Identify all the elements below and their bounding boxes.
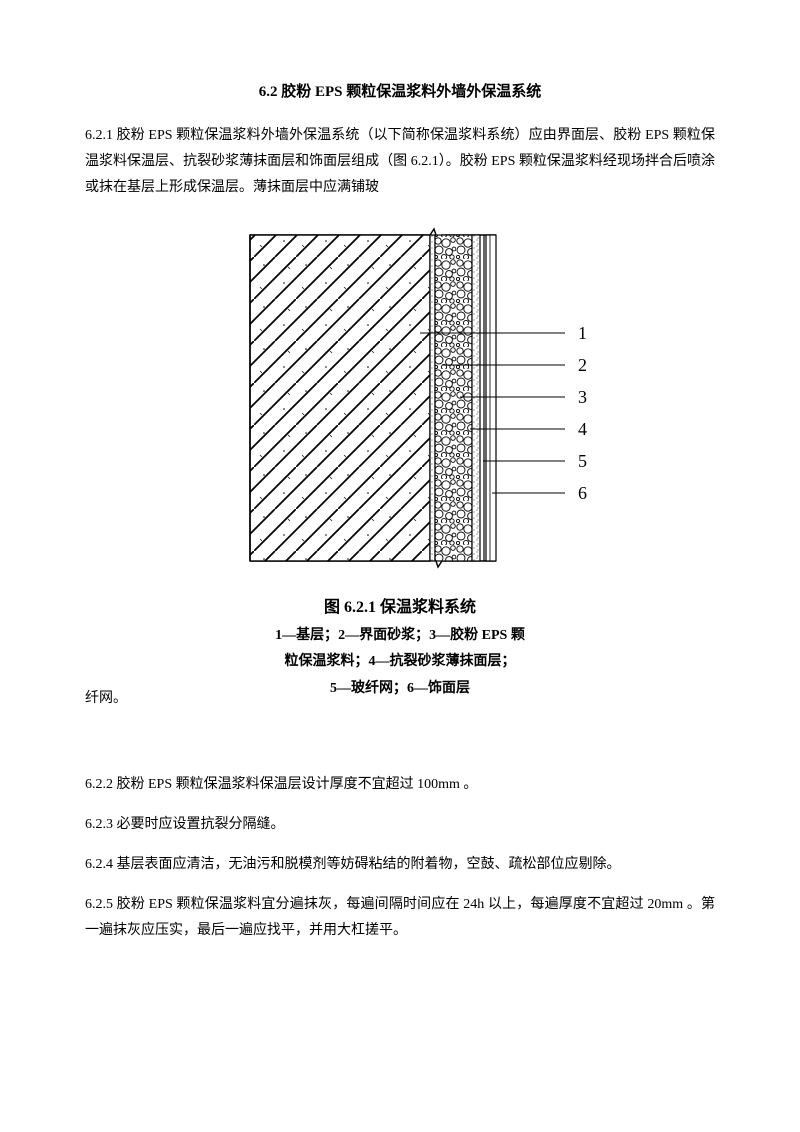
svg-text:6: 6 [578,483,587,503]
section-title: 6.2 胶粉 EPS 颗粒保温浆料外墙外保温系统 [85,80,715,101]
intro-paragraph: 6.2.1 胶粉 EPS 颗粒保温浆料外墙外保温系统（以下简称保温浆料系统）应由… [85,123,715,201]
legend-line-2: 粒保温浆料；4—抗裂砂浆薄抹面层； [285,654,516,669]
legend-line-3: 5—玻纤网；6—饰面层 [330,681,470,696]
spec-6-2-5: 6.2.5 胶粉 EPS 颗粒保温浆料宜分遍抹灰，每遍间隔时间应在 24h 以上… [85,892,715,944]
svg-text:4: 4 [578,419,587,439]
svg-text:5: 5 [578,451,587,471]
figure-legend: 1—基层；2—界面砂浆；3—胶粉 EPS 颗 粒保温浆料；4—抗裂砂浆薄抹面层；… [85,623,715,703]
svg-text:1: 1 [578,323,587,343]
svg-text:2: 2 [578,355,587,375]
wall-section-diagram: 1 2 3 4 5 6 [170,215,630,575]
figure-block: 1 2 3 4 5 6 图 6.2.1 保温浆料系统 1—基层；2—界面砂浆；3—胶粉 E… [85,215,715,703]
legend-line-1: 1—基层；2—界面砂浆；3—胶粉 EPS 颗 [275,628,525,643]
spec-6-2-3: 6.2.3 必要时应设置抗裂分隔缝。 [85,812,715,838]
spec-6-2-4: 6.2.4 基层表面应清洁，无油污和脱模剂等妨碍粘结的附着物，空鼓、疏松部位应剔… [85,852,715,878]
svg-text:3: 3 [578,387,587,407]
figure-caption: 图 6.2.1 保温浆料系统 [85,593,715,617]
spec-6-2-2: 6.2.2 胶粉 EPS 颗粒保温浆料保温层设计厚度不宜超过 100mm 。 [85,772,715,798]
